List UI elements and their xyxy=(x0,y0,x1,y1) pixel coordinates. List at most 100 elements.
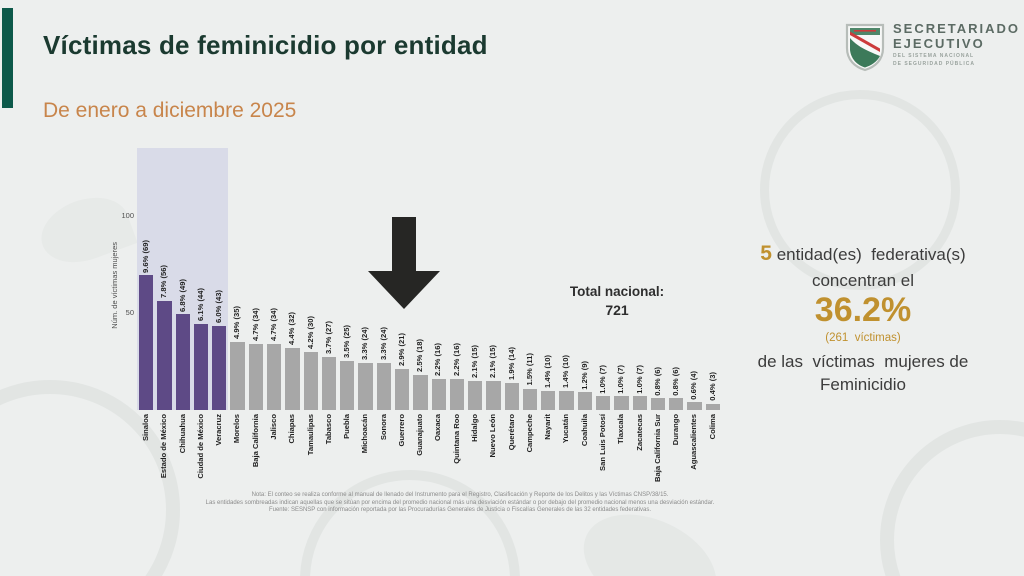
bar-value-label: 0.6% (4) xyxy=(689,370,699,400)
x-axis-label: Michoacán xyxy=(360,414,370,454)
footnote-line-1: Nota: El conteo se realiza conforme al m… xyxy=(251,492,669,498)
x-label-wrap: Sonora xyxy=(375,414,393,440)
x-axis-label: Quintana Roo xyxy=(451,414,461,464)
x-label-wrap: Tlaxcala xyxy=(612,414,630,444)
bar-value-label-wrap: 4.7% (34) xyxy=(247,308,265,341)
bar-column: 4.9% (35) xyxy=(228,148,246,410)
x-axis-label: Durango xyxy=(671,414,681,446)
bar-value-label: 4.4% (32) xyxy=(287,311,297,345)
bars-container: 9.6% (69) 7.8% (56) 6.8% (49) 6.1% (44) 6.0%… xyxy=(137,148,722,410)
bar-value-label-wrap: 4.4% (32) xyxy=(283,312,301,345)
x-axis-label: Zacatecas xyxy=(634,414,644,451)
bar xyxy=(705,404,720,410)
bar-column: 1.5% (11) xyxy=(521,148,539,410)
bar-value-label: 4.2% (30) xyxy=(305,315,315,349)
bar-value-label-wrap: 7.8% (56) xyxy=(155,265,173,298)
bar-value-label: 1.2% (9) xyxy=(579,360,589,390)
bar-value-label: 0.8% (6) xyxy=(652,366,662,396)
bar-value-label-wrap: 2.1% (15) xyxy=(466,345,484,378)
bar xyxy=(394,369,410,410)
bar-value-label-wrap: 2.5% (18) xyxy=(411,339,429,372)
bar-value-label: 2.5% (18) xyxy=(415,338,425,372)
bar-value-label-wrap: 6.0% (43) xyxy=(210,290,228,323)
x-label-wrap: Guerrero xyxy=(393,414,411,447)
bar-value-label: 1.9% (14) xyxy=(506,346,516,380)
callout-line-2: concentran el xyxy=(811,271,915,290)
x-label-wrap: Michoacán xyxy=(356,414,374,453)
bar-column: 0.4% (3) xyxy=(704,148,722,410)
x-label-wrap: Hidalgo xyxy=(466,414,484,442)
bar-column: 4.7% (34) xyxy=(265,148,283,410)
bar-column: 0.6% (4) xyxy=(685,148,703,410)
callout-line-1: 5 entidad(es) federativa(s) xyxy=(738,242,988,266)
x-axis-label: San Luis Potosí xyxy=(598,414,607,471)
bar xyxy=(431,378,446,410)
x-axis-label: Sinaloa xyxy=(140,414,150,442)
x-axis-label: Estado de México xyxy=(159,414,169,479)
bar-column: 2.1% (15) xyxy=(466,148,484,410)
bar-column: 4.4% (32) xyxy=(283,148,301,410)
bar-column: 1.0% (7) xyxy=(594,148,612,410)
bar xyxy=(687,402,702,410)
bar-value-label: 3.7% (27) xyxy=(323,321,333,355)
bar-value-label: 1.0% (7) xyxy=(616,364,626,394)
bar xyxy=(541,390,556,410)
x-label-wrap: Zacatecas xyxy=(631,414,649,451)
bar xyxy=(139,275,154,410)
y-tick-50: 50 xyxy=(125,308,134,317)
x-label-wrap: Coahuila xyxy=(576,414,594,446)
bar-value-label: 4.9% (35) xyxy=(232,305,242,339)
x-axis-label: Querétaro xyxy=(506,414,516,451)
bar-column: 6.8% (49) xyxy=(174,148,192,410)
bar-column: 1.0% (7) xyxy=(612,148,630,410)
x-label-wrap: Oaxaca xyxy=(430,414,448,441)
bar-column: 0.8% (6) xyxy=(649,148,667,410)
bar-value-label: 3.3% (24) xyxy=(360,327,370,361)
bar xyxy=(358,363,373,410)
bar xyxy=(248,343,263,410)
bar-column: 3.7% (27) xyxy=(320,148,338,410)
bar-column: 1.9% (14) xyxy=(503,148,521,410)
bar-column: 9.6% (69) xyxy=(137,148,155,410)
bar-column: 4.2% (30) xyxy=(302,148,320,410)
bar-column: 1.0% (7) xyxy=(631,148,649,410)
bar xyxy=(650,398,666,410)
bar-value-label-wrap: 1.0% (7) xyxy=(594,365,612,394)
footnote-line-3: Fuente: SESNSP con información reportada… xyxy=(268,507,652,513)
bar xyxy=(669,398,684,410)
bar-value-label-wrap: 1.2% (9) xyxy=(576,361,594,390)
bar-value-label: 9.6% (69) xyxy=(140,239,150,273)
x-axis-label: Baja California Sur xyxy=(652,414,662,482)
national-total: Total nacional: 721 xyxy=(532,284,702,318)
x-label-wrap: Baja California xyxy=(247,414,265,467)
bar-column: 1.4% (10) xyxy=(557,148,575,410)
callout-line-4: Feminicidio xyxy=(820,375,906,394)
x-label-wrap: Guanajuato xyxy=(411,414,429,456)
x-axis-label: Coahuila xyxy=(579,414,589,447)
bar-value-label-wrap: 9.6% (69) xyxy=(137,240,155,273)
bar-column: 7.8% (56) xyxy=(155,148,173,410)
bar-column: 6.1% (44) xyxy=(192,148,210,410)
x-label-wrap: Campeche xyxy=(521,414,539,452)
bar-value-label: 1.0% (7) xyxy=(634,364,644,394)
x-label-wrap: Nuevo León xyxy=(484,414,502,457)
bar xyxy=(504,382,519,410)
bar-value-label: 3.5% (25) xyxy=(342,325,352,359)
x-axis-label: Oaxaca xyxy=(433,414,443,442)
x-label-wrap: Estado de México xyxy=(155,414,173,478)
bar-value-label: 4.7% (34) xyxy=(268,307,278,341)
bar-value-label: 6.1% (44) xyxy=(195,288,205,322)
bar-value-label: 2.9% (21) xyxy=(396,333,406,367)
bar-value-label: 2.2% (16) xyxy=(433,342,443,376)
footnote-line-2: Las entidades sombreadas indican aquella… xyxy=(205,499,715,506)
bar-value-label: 2.2% (16) xyxy=(451,342,461,376)
x-label-wrap: Nayarit xyxy=(539,414,557,440)
bar-value-label: 1.4% (10) xyxy=(543,354,553,388)
bar-value-label-wrap: 1.0% (7) xyxy=(631,365,649,394)
x-axis-label: Nuevo León xyxy=(488,414,498,458)
bar xyxy=(321,357,337,410)
x-label-wrap: Baja California Sur xyxy=(649,414,667,482)
x-label-wrap: Morelos xyxy=(228,414,246,443)
x-axis-label: Hidalgo xyxy=(470,414,480,442)
bar-value-label-wrap: 1.4% (10) xyxy=(557,355,575,388)
